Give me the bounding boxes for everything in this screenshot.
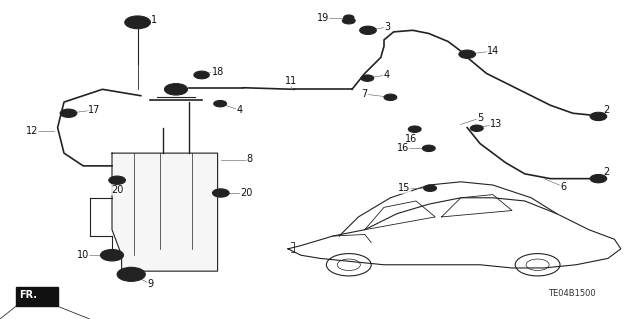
Polygon shape <box>16 287 58 306</box>
Circle shape <box>422 145 435 152</box>
Text: 19: 19 <box>317 12 330 23</box>
Circle shape <box>214 100 227 107</box>
Circle shape <box>117 267 145 281</box>
Circle shape <box>459 50 476 58</box>
Circle shape <box>590 174 607 183</box>
Circle shape <box>470 125 483 131</box>
Text: 16: 16 <box>397 143 410 153</box>
Text: 9: 9 <box>147 279 154 289</box>
Text: 1: 1 <box>150 15 157 25</box>
Text: 17: 17 <box>88 105 100 115</box>
Circle shape <box>590 112 607 121</box>
Text: 4: 4 <box>236 105 243 115</box>
Polygon shape <box>112 153 218 271</box>
Text: 12: 12 <box>26 126 38 136</box>
Circle shape <box>100 249 124 261</box>
Circle shape <box>194 71 209 79</box>
Circle shape <box>408 126 421 132</box>
Text: 10: 10 <box>77 250 90 260</box>
Circle shape <box>342 18 355 24</box>
Text: FR.: FR. <box>19 290 37 300</box>
Text: 11: 11 <box>285 76 298 86</box>
Text: 15: 15 <box>398 183 411 193</box>
Circle shape <box>164 84 188 95</box>
Text: 20: 20 <box>111 185 124 195</box>
Circle shape <box>60 109 77 117</box>
Text: TE04B1500: TE04B1500 <box>548 289 595 298</box>
Text: 2: 2 <box>603 105 609 115</box>
Circle shape <box>212 189 229 197</box>
Circle shape <box>168 85 184 93</box>
Text: 8: 8 <box>246 154 253 165</box>
Circle shape <box>125 16 150 29</box>
Text: 14: 14 <box>486 46 499 56</box>
Circle shape <box>360 26 376 34</box>
Circle shape <box>361 75 374 81</box>
Text: 16: 16 <box>405 134 418 144</box>
Text: 13: 13 <box>490 119 502 130</box>
Text: 3: 3 <box>384 22 390 32</box>
Circle shape <box>424 185 436 191</box>
Text: 4: 4 <box>383 70 390 80</box>
Circle shape <box>105 252 119 259</box>
Text: 2: 2 <box>603 167 609 177</box>
Circle shape <box>344 15 354 20</box>
Circle shape <box>130 19 145 26</box>
Text: 5: 5 <box>477 113 483 123</box>
Circle shape <box>109 176 125 184</box>
Text: 18: 18 <box>211 67 224 77</box>
Text: 7: 7 <box>362 89 368 99</box>
Text: 20: 20 <box>240 188 253 198</box>
Circle shape <box>122 270 140 279</box>
Circle shape <box>384 94 397 100</box>
Text: 6: 6 <box>560 182 566 192</box>
